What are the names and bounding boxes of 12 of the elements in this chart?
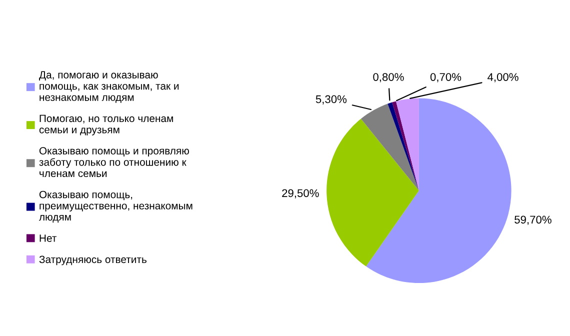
legend-label: Да, помогаю и оказываю помощь, как знакомым, так и незнакомым людям	[39, 71, 179, 103]
data-label: 0,80%	[373, 73, 404, 82]
data-label: 59,70%	[514, 216, 552, 225]
data-label: 0,70%	[430, 73, 462, 82]
data-label: 5,30%	[316, 95, 347, 104]
legend-label: Нет	[40, 234, 57, 242]
legend-label: Оказываю помощь, преимущественно, незнакомым людям	[39, 190, 192, 223]
data-label: 4,00%	[488, 73, 518, 82]
legend-label: Помогаю, но только членам семьи и друзьям	[39, 114, 173, 136]
data-label: 29,50%	[282, 189, 319, 198]
legend-label: Оказываю помощь и проявляю заботу только по отношению к членам семьи	[39, 147, 189, 178]
legend-label: Затрудняюсь ответить	[39, 256, 146, 266]
